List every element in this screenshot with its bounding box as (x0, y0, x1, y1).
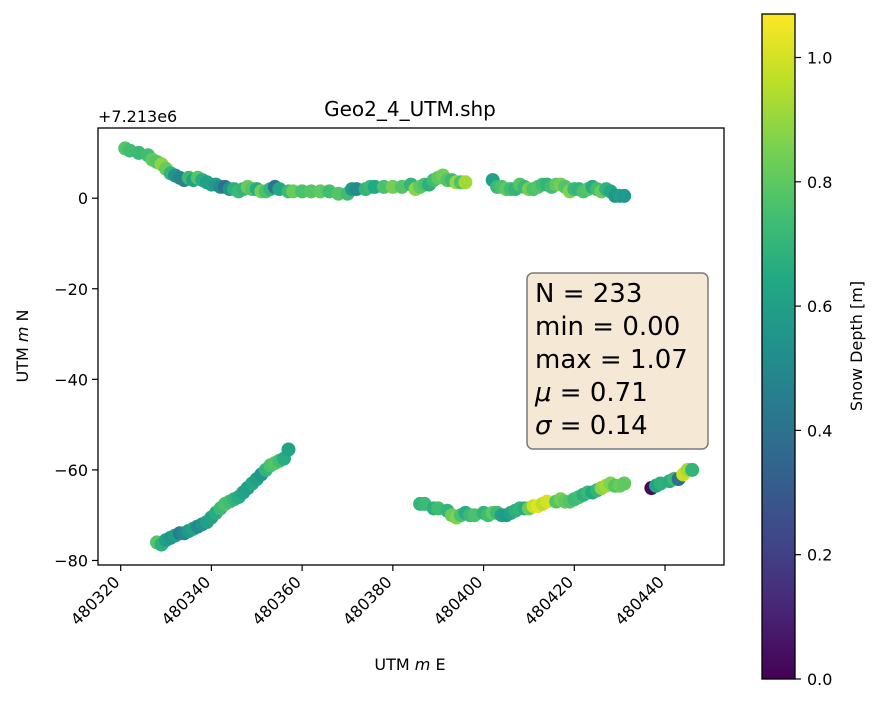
stats-box: N = 233 min = 0.00 max = 1.07 μ = 0.71 σ… (526, 272, 709, 450)
x-tick-label: 480360 (248, 572, 305, 629)
stat-std: σ = 0.14 (535, 411, 648, 441)
y-tick-label: −80 (54, 551, 88, 570)
y-tick-label: −40 (54, 370, 88, 389)
stat-mean-value: = 0.71 (552, 378, 648, 408)
x-axis-label-suffix: E (430, 655, 445, 674)
y-tick-label: −60 (54, 461, 88, 480)
data-point (617, 476, 632, 491)
x-tick-label: 480320 (67, 572, 124, 629)
colorbar-tick-label: 0.6 (807, 297, 832, 316)
data-point (281, 442, 296, 457)
y-tick-label: 0 (78, 189, 88, 208)
x-tick-label: 480340 (158, 572, 215, 629)
stat-std-value: = 0.14 (551, 411, 647, 441)
data-point (458, 175, 473, 190)
colorbar-tick-label: 0.0 (807, 670, 832, 689)
x-axis-ticks: 480320 480340 480360 480380 480400 480420 4804… (67, 565, 668, 629)
x-tick-label: 480420 (521, 572, 578, 629)
y-tick-label: −20 (54, 280, 88, 299)
x-tick-label: 480400 (430, 572, 487, 629)
y-axis-label-suffix: N (13, 309, 32, 326)
stat-min: min = 0.00 (535, 312, 680, 342)
stat-mean: μ = 0.71 (534, 378, 648, 408)
colorbar-tick-label: 0.2 (807, 546, 832, 565)
colorbar-tick-label: 0.4 (807, 421, 832, 440)
colorbar-ticks: 0.0 0.2 0.4 0.6 0.8 1.0 (795, 49, 832, 689)
colorbar-tick-label: 0.8 (807, 173, 832, 192)
x-axis-label: UTM m E (374, 655, 445, 674)
x-tick-label: 480440 (611, 572, 668, 629)
stats-box-background (526, 272, 709, 450)
x-axis-label-symbol: m (415, 655, 431, 674)
colorbar-tick-label: 1.0 (807, 49, 832, 68)
chart-title: Geo2_4_UTM.shp (324, 97, 496, 121)
plot-frame (97, 127, 725, 566)
x-axis-label-prefix: UTM (374, 655, 414, 674)
x-tick-label: 480380 (339, 572, 396, 629)
stat-mean-symbol: μ (534, 378, 552, 408)
y-offset-text: +7.213e6 (98, 107, 177, 126)
stat-max: max = 1.07 (535, 345, 688, 375)
data-point (685, 462, 700, 477)
y-axis-label-symbol: m (13, 327, 32, 343)
colorbar-label: Snow Depth [m] (847, 281, 866, 411)
y-axis-ticks: 0 −20 −40 −60 −80 (54, 189, 98, 570)
colorbar (761, 13, 796, 680)
y-axis-label: UTM m N (13, 309, 32, 382)
data-point (617, 188, 632, 203)
stat-std-symbol: σ (535, 411, 553, 441)
stat-count: N = 233 (535, 279, 642, 309)
scatter-points (118, 141, 700, 552)
y-axis-label-prefix: UTM (13, 342, 32, 382)
